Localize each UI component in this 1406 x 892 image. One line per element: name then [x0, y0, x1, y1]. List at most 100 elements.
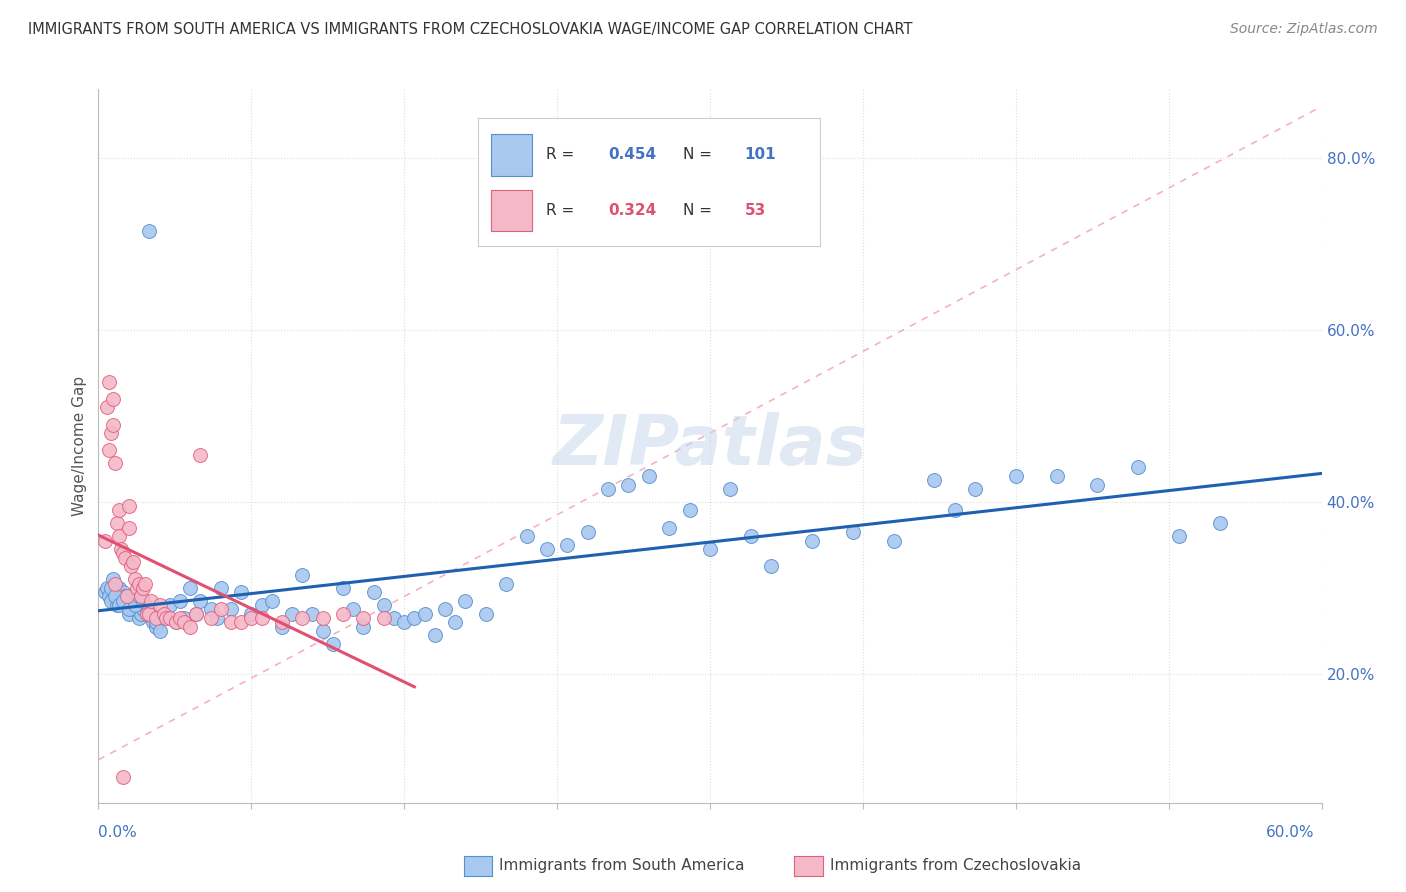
Point	[342, 602, 364, 616]
Point	[114, 590, 136, 604]
Point	[720, 482, 742, 496]
Point	[270, 619, 294, 633]
Point	[301, 607, 323, 621]
Text: Immigrants from South America: Immigrants from South America	[499, 858, 745, 872]
Point	[152, 607, 174, 621]
Point	[128, 576, 150, 591]
Point	[136, 607, 159, 621]
Point	[332, 607, 354, 621]
Point	[260, 593, 283, 607]
Point	[100, 581, 122, 595]
Point	[104, 590, 127, 604]
Point	[250, 598, 273, 612]
Point	[943, 503, 966, 517]
Point	[97, 443, 120, 458]
Point	[352, 611, 374, 625]
Point	[138, 602, 160, 616]
Point	[101, 572, 124, 586]
Point	[352, 619, 374, 633]
Point	[108, 581, 131, 595]
Point	[124, 593, 146, 607]
Point	[173, 615, 195, 630]
Point	[111, 546, 134, 560]
Point	[209, 581, 232, 595]
Point	[127, 602, 149, 616]
Point	[219, 615, 242, 630]
Point	[96, 401, 118, 415]
Point	[382, 611, 405, 625]
Point	[138, 607, 160, 621]
Point	[363, 585, 385, 599]
Point	[536, 542, 558, 557]
Point	[115, 593, 138, 607]
Point	[434, 602, 457, 616]
Text: IMMIGRANTS FROM SOUTH AMERICA VS IMMIGRANTS FROM CZECHOSLOVAKIA WAGE/INCOME GAP : IMMIGRANTS FROM SOUTH AMERICA VS IMMIGRA…	[28, 22, 912, 37]
Point	[101, 417, 124, 432]
Point	[179, 619, 201, 633]
Point	[124, 598, 146, 612]
Point	[134, 576, 156, 591]
Point	[165, 615, 187, 630]
Point	[240, 607, 263, 621]
Point	[141, 611, 163, 625]
Point	[100, 593, 122, 607]
Point	[142, 615, 165, 630]
Point	[423, 628, 446, 642]
Point	[1167, 529, 1189, 543]
Point	[118, 602, 141, 616]
Point	[145, 615, 167, 630]
Point	[1209, 516, 1232, 531]
Text: ZIPatlas: ZIPatlas	[553, 412, 868, 480]
Point	[114, 550, 136, 565]
Point	[104, 456, 127, 470]
Point	[576, 524, 599, 539]
Point	[638, 469, 661, 483]
Point	[129, 590, 152, 604]
Point	[373, 611, 395, 625]
Point	[454, 593, 477, 607]
Point	[200, 602, 222, 616]
Point	[165, 615, 187, 630]
Point	[149, 611, 172, 625]
Point	[291, 568, 314, 582]
Point	[186, 607, 208, 621]
Point	[108, 529, 131, 543]
Point	[115, 590, 138, 604]
Point	[111, 585, 134, 599]
Point	[110, 593, 132, 607]
Point	[138, 602, 160, 616]
Point	[404, 611, 426, 625]
Point	[188, 448, 212, 462]
Point	[801, 533, 824, 548]
Point	[129, 607, 152, 621]
Point	[1004, 469, 1026, 483]
Point	[291, 611, 314, 625]
Point	[200, 611, 222, 625]
Point	[149, 624, 172, 638]
Point	[159, 611, 181, 625]
Point	[373, 598, 395, 612]
Point	[173, 611, 195, 625]
Point	[474, 607, 498, 621]
Point	[209, 602, 232, 616]
Point	[699, 542, 721, 557]
Point	[132, 593, 155, 607]
Point	[97, 375, 120, 389]
Point	[965, 482, 987, 496]
Point	[122, 602, 145, 616]
Point	[155, 611, 177, 625]
Point	[231, 615, 253, 630]
Point	[495, 576, 517, 591]
Point	[100, 426, 122, 441]
Point	[392, 615, 416, 630]
Point	[128, 590, 150, 604]
Point	[188, 593, 212, 607]
Point	[169, 611, 191, 625]
Point	[312, 624, 335, 638]
Point	[1085, 477, 1108, 491]
Point	[118, 499, 141, 513]
Point	[250, 611, 273, 625]
Point	[108, 598, 131, 612]
Point	[101, 392, 124, 406]
Point	[270, 615, 294, 630]
